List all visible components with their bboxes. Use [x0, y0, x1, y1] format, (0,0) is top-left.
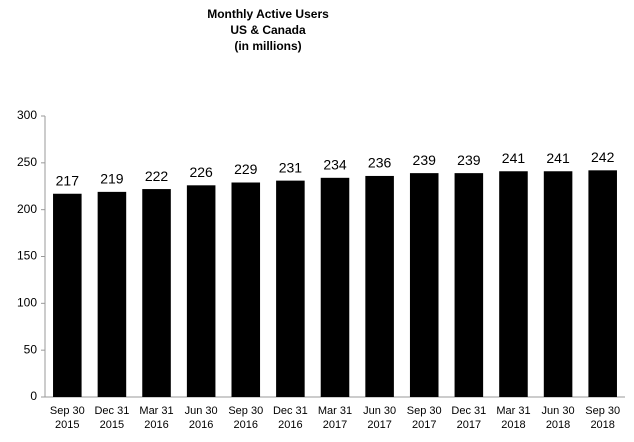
x-tick-label: Jun 30 2016 — [184, 405, 218, 431]
value-label: 241 — [502, 150, 526, 166]
chart-title: Monthly Active Users — [207, 7, 329, 21]
bar — [276, 180, 305, 397]
y-tick-label: 150 — [17, 249, 37, 263]
x-tick-label: Jun 30 2018 — [541, 405, 575, 431]
x-tick-label: Dec 31 2016 — [272, 405, 308, 431]
y-tick-label: 100 — [17, 296, 37, 310]
bar — [97, 191, 127, 397]
value-label: 231 — [279, 159, 303, 175]
bar — [186, 185, 216, 397]
bar — [499, 171, 528, 397]
x-tick-label: Sep 30 2018 — [585, 405, 621, 431]
bar — [365, 175, 394, 397]
x-tick-label: Dec 31 2015 — [94, 405, 130, 431]
bar — [231, 182, 261, 397]
x-tick-label: Sep 30 2015 — [49, 405, 85, 431]
value-label: 219 — [100, 171, 124, 187]
bar — [588, 170, 617, 397]
bar — [142, 189, 171, 397]
value-label: 217 — [56, 172, 80, 188]
y-tick-label: 50 — [24, 342, 38, 356]
bar — [53, 193, 82, 397]
value-label: 239 — [457, 152, 481, 168]
value-label: 236 — [368, 155, 392, 171]
x-tick-label: Sep 30 2016 — [228, 405, 264, 431]
value-label: 234 — [323, 157, 347, 173]
y-tick-label: 0 — [30, 389, 37, 403]
x-tick-label: Jun 30 2017 — [363, 405, 397, 431]
x-tick-label: Mar 31 2017 — [317, 405, 353, 431]
x-tick-label: Mar 31 2016 — [139, 405, 174, 431]
value-label: 229 — [234, 161, 258, 177]
y-tick-label: 200 — [17, 202, 37, 216]
value-label: 242 — [591, 149, 615, 165]
y-label: (in millions) — [234, 39, 301, 53]
bar — [454, 173, 484, 397]
value-label: 222 — [145, 168, 169, 184]
x-tick-label: Mar 31 2018 — [496, 405, 531, 431]
value-label: 241 — [546, 150, 570, 166]
bar — [409, 173, 439, 397]
x-tick-label: Sep 30 2017 — [406, 405, 442, 431]
value-label: 239 — [413, 152, 437, 168]
y-tick-label: 300 — [17, 108, 37, 122]
bar — [543, 171, 573, 397]
bar — [320, 177, 350, 397]
chart-subtitle: US & Canada — [230, 23, 306, 37]
x-tick-label: Dec 31 2017 — [451, 405, 487, 431]
value-label: 226 — [189, 164, 213, 180]
y-tick-label: 250 — [17, 155, 37, 169]
